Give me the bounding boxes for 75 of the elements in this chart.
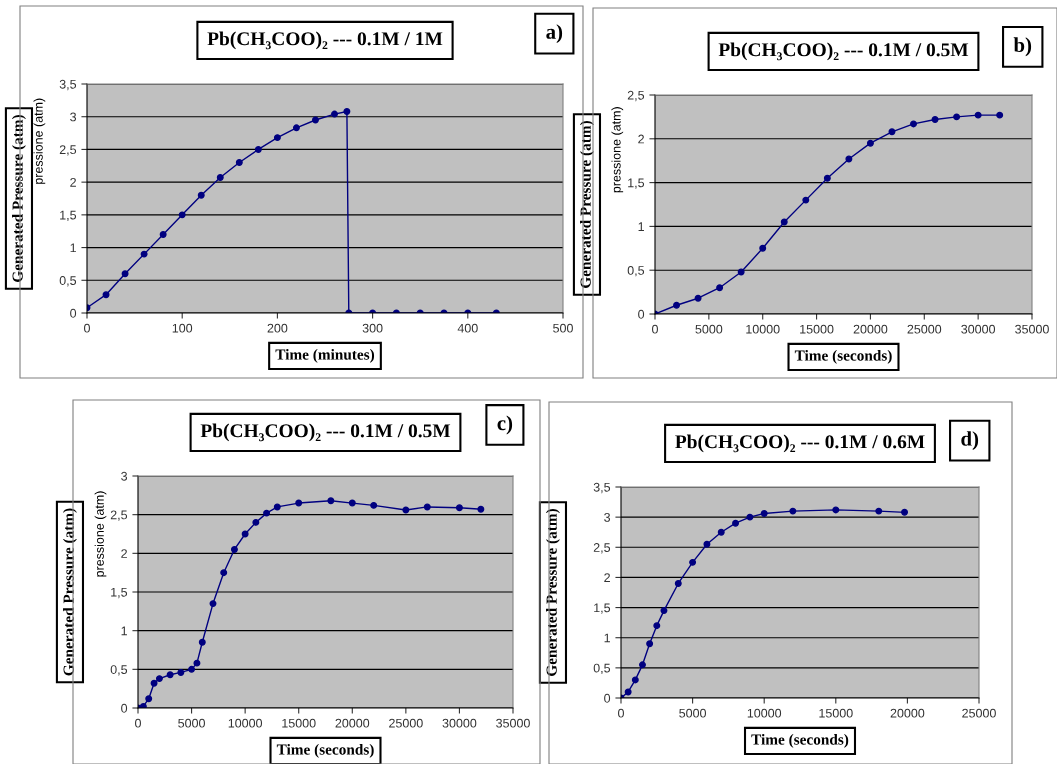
y-tick-label: 2: [604, 573, 610, 582]
y-tick-label: 1,5: [594, 603, 611, 614]
x-tick-label: 30000: [442, 718, 477, 728]
x-tick-label: 20000: [890, 708, 925, 718]
y-axis-title: Generated Pressure (atm): [12, 115, 26, 282]
x-tick-label: 35000: [496, 718, 530, 728]
text: c): [497, 415, 513, 435]
y-tick-label: 3: [70, 112, 77, 122]
x-tick-label: 5000: [679, 708, 707, 718]
x-tick-label: 30000: [961, 324, 996, 334]
y-tick-label: 2,5: [59, 145, 77, 156]
y-tick-label: 0,5: [593, 663, 611, 674]
x-tick-label: 35000: [1015, 324, 1049, 334]
y-tick-label: 1,5: [60, 210, 77, 221]
text: a): [546, 24, 563, 44]
x-tick-label: 400: [457, 323, 478, 333]
text: b): [1013, 37, 1032, 57]
x-tick-label: 200: [267, 323, 288, 333]
chart-title: Pb(CH₃COO)₂ --- 0.1M / 0.5M: [718, 42, 969, 61]
y-tick-label: 1: [70, 243, 76, 253]
y-tick-label: 0,5: [110, 665, 128, 676]
chart-title: Pb(CH₃COO)₂ --- 0.1M / 0.5M: [200, 423, 451, 442]
x-tick-label: 20000: [853, 324, 888, 334]
x-tick-label: 10000: [228, 718, 263, 728]
y-tick-label: 0: [604, 693, 611, 703]
x-tick-label: 25000: [907, 324, 942, 334]
y-tick-label: 0: [70, 308, 77, 318]
y-tick-label: 2: [70, 177, 76, 187]
x-axis-title: Time (seconds): [751, 733, 849, 748]
x-tick-label: 25000: [389, 718, 423, 728]
x-tick-label: 100: [172, 323, 193, 333]
text: pressione (atm): [33, 98, 46, 184]
y-tick-label: 3,5: [59, 79, 77, 91]
y-tick-label: 2,5: [627, 90, 645, 102]
x-tick-label: 10000: [746, 324, 780, 334]
y-tick-label: 2: [638, 134, 644, 144]
x-tick-label: 0: [652, 324, 658, 334]
chart-title: Pb(CH₃COO)₂ --- 0.1M / 1M: [207, 31, 443, 50]
x-tick-label: 300: [362, 323, 383, 333]
y-tick-label: 1,5: [111, 587, 128, 599]
y-tick-label: 0,5: [627, 266, 645, 277]
x-axis-title: Time (seconds): [794, 349, 892, 364]
text: d): [961, 431, 979, 451]
x-tick-label: 0: [84, 323, 90, 333]
x-tick-label: 5000: [695, 324, 723, 334]
y-axis-title: Generated Pressure (atm): [580, 121, 594, 288]
x-tick-label: 15000: [282, 718, 316, 728]
y-tick-label: 2,5: [593, 543, 611, 554]
chart-title: Pb(CH₃COO)₂ --- 0.1M / 0.6M: [675, 434, 925, 453]
y-tick-label: 1: [604, 633, 610, 643]
y-tick-label: 1: [121, 626, 127, 636]
y-tick-label: 1: [638, 222, 644, 231]
x-axis-title: Time (seconds): [276, 743, 374, 758]
x-tick-label: 10000: [747, 708, 782, 718]
y-tick-label: 0,5: [59, 276, 77, 287]
x-tick-label: 15000: [819, 708, 853, 718]
x-tick-label: 0: [135, 718, 141, 728]
text: pressione (atm): [94, 491, 107, 577]
y-tick-label: 0: [638, 309, 645, 319]
y-tick-label: 3: [604, 512, 611, 522]
x-tick-label: 500: [553, 323, 573, 333]
x-tick-label: 15000: [800, 324, 834, 334]
text: pressione (atm): [611, 107, 624, 193]
x-tick-label: 0: [618, 708, 624, 718]
y-tick-label: 2: [121, 549, 127, 558]
x-tick-label: 5000: [178, 718, 205, 728]
x-tick-label: 25000: [962, 708, 996, 718]
x-axis-title: Time (minutes): [275, 348, 375, 363]
x-tick-label: 20000: [335, 718, 370, 728]
y-tick-label: 3,5: [593, 482, 611, 494]
y-tick-label: 1,5: [628, 178, 645, 189]
y-tick-label: 3: [121, 471, 128, 481]
y-axis-title: Generated Pressure (atm): [546, 509, 560, 676]
y-axis-title: Generated Pressure (atm): [63, 508, 77, 676]
y-tick-label: 2,5: [110, 510, 128, 521]
